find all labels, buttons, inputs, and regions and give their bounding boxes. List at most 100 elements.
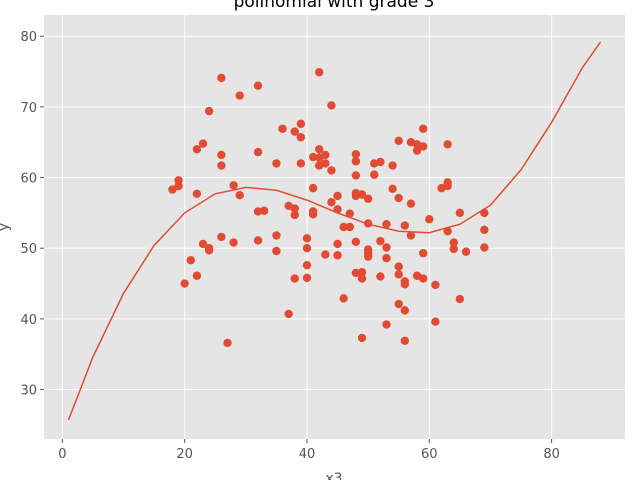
x-axis-label: x3 <box>325 471 342 480</box>
data-point <box>315 145 324 154</box>
data-point <box>235 191 244 200</box>
data-point <box>443 227 452 236</box>
axis-ticks: 0 20 40 60 80 30 40 50 60 70 80 <box>20 30 559 462</box>
x-tick-label: 0 <box>58 447 66 462</box>
data-point <box>370 170 379 179</box>
data-point <box>431 317 440 326</box>
data-point <box>284 309 293 319</box>
data-point <box>406 231 416 240</box>
data-point <box>333 239 342 249</box>
data-point <box>272 246 281 256</box>
data-point <box>363 252 373 261</box>
data-point <box>168 185 177 194</box>
data-point <box>425 215 434 224</box>
data-point <box>480 225 489 235</box>
data-point <box>406 199 416 208</box>
data-point <box>400 221 410 230</box>
data-point <box>192 271 202 280</box>
data-point <box>455 294 465 304</box>
data-point <box>443 140 452 149</box>
data-point <box>253 81 263 90</box>
data-point <box>180 279 189 288</box>
data-point <box>418 248 428 258</box>
data-point <box>376 272 385 281</box>
data-point <box>308 210 318 219</box>
y-tick-label: 50 <box>20 242 37 257</box>
data-point <box>394 193 403 203</box>
data-point <box>272 231 281 240</box>
data-point <box>376 236 385 246</box>
data-point <box>327 166 336 175</box>
data-point <box>345 222 354 232</box>
data-point <box>357 190 367 199</box>
data-point <box>418 274 428 283</box>
y-tick-label: 30 <box>20 384 37 399</box>
data-point <box>394 136 403 145</box>
data-point <box>339 222 348 232</box>
data-point <box>302 234 312 243</box>
data-point <box>431 280 440 290</box>
data-point <box>394 299 403 309</box>
data-point <box>327 101 336 110</box>
data-point <box>302 260 312 270</box>
data-point <box>449 238 458 247</box>
data-point <box>308 183 318 193</box>
data-point <box>412 146 422 155</box>
data-point <box>278 124 287 133</box>
data-point <box>290 204 299 213</box>
data-point <box>290 210 299 220</box>
data-point <box>174 176 183 185</box>
data-point <box>204 106 214 116</box>
data-point <box>259 206 269 215</box>
data-point <box>461 247 471 256</box>
data-point <box>296 133 306 142</box>
data-point <box>217 73 226 83</box>
data-point <box>302 273 312 283</box>
y-axis-label: y <box>0 223 12 231</box>
data-point <box>418 124 428 133</box>
data-point <box>394 270 403 279</box>
data-point <box>357 268 367 277</box>
data-point <box>198 239 208 249</box>
data-point <box>272 159 281 168</box>
data-point <box>480 243 489 252</box>
data-point <box>345 209 354 218</box>
data-point <box>443 181 452 191</box>
data-point <box>321 250 330 259</box>
data-point <box>229 238 238 247</box>
data-point <box>363 194 373 203</box>
data-point <box>315 68 324 77</box>
data-point <box>192 189 202 198</box>
x-tick-label: 60 <box>421 447 438 462</box>
data-point <box>290 274 299 283</box>
data-point <box>388 184 397 194</box>
data-point <box>186 256 195 265</box>
x-tick-label: 80 <box>543 447 560 462</box>
data-point <box>333 251 342 260</box>
data-point <box>253 147 263 157</box>
data-point <box>382 219 391 229</box>
data-point <box>327 198 336 207</box>
data-point <box>351 157 361 166</box>
data-point <box>455 208 465 218</box>
data-point <box>192 145 202 154</box>
data-point <box>333 191 342 201</box>
data-point <box>400 306 410 315</box>
data-point <box>394 262 403 271</box>
data-point <box>321 159 330 168</box>
y-tick-label: 60 <box>20 172 37 187</box>
data-point <box>351 268 361 278</box>
data-point <box>253 207 263 216</box>
data-point <box>357 333 367 343</box>
data-point <box>198 139 208 148</box>
data-point <box>382 253 391 263</box>
data-point <box>351 150 361 159</box>
data-point <box>296 159 306 168</box>
data-point <box>229 181 238 190</box>
data-point <box>351 171 361 180</box>
grid <box>44 15 625 439</box>
data-point <box>400 280 410 289</box>
y-tick-label: 80 <box>20 30 37 45</box>
data-point <box>339 294 348 303</box>
